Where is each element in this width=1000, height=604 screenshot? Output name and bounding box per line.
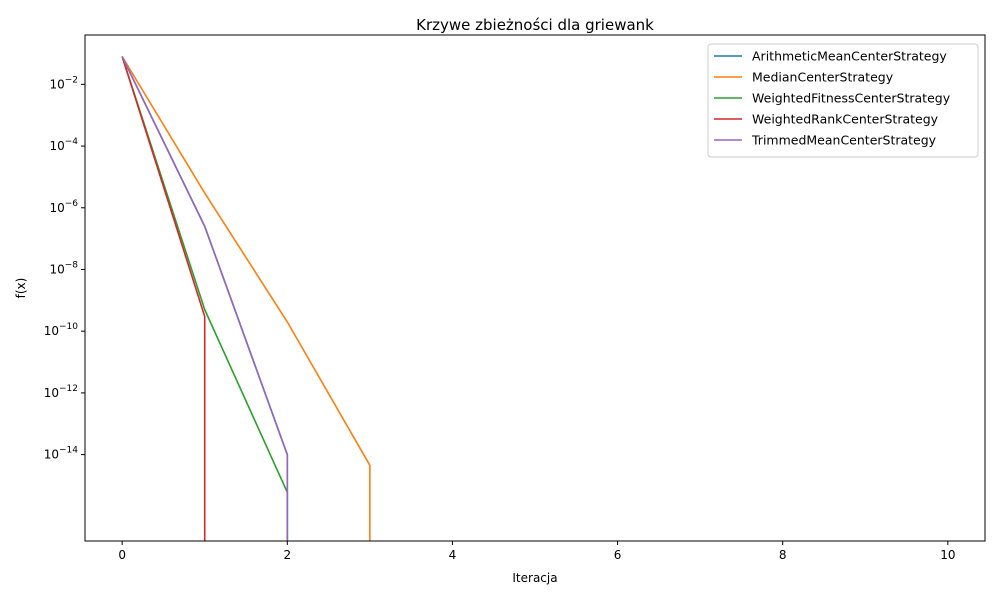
x-tick-label: 0 xyxy=(118,548,126,562)
x-axis: 0 2 4 6 8 10 xyxy=(118,541,955,562)
legend-entry: ArithmeticMeanCenterStrategy xyxy=(752,49,947,64)
series-layer xyxy=(121,56,371,541)
y-axis-label: f(x) xyxy=(14,278,28,299)
y-tick-label: 10−4 xyxy=(49,137,78,153)
legend-entry: MedianCenterStrategy xyxy=(752,70,894,85)
x-axis-label: Iteracja xyxy=(512,571,557,585)
x-tick-label: 2 xyxy=(283,548,291,562)
x-tick-label: 10 xyxy=(940,548,955,562)
y-tick-label: 10−12 xyxy=(44,384,78,400)
series-line-TrimmedMeanCenterStrategy xyxy=(121,56,289,541)
y-axis: 10−2 10−4 10−6 10−8 10−10 10−12 10−14 xyxy=(44,75,85,462)
chart-title: Krzywe zbieżności dla griewank xyxy=(416,16,654,34)
y-tick-label: 10−14 xyxy=(44,446,79,462)
legend-entry: WeightedFitnessCenterStrategy xyxy=(752,91,951,106)
legend-entry: TrimmedMeanCenterStrategy xyxy=(751,133,937,148)
x-tick-label: 8 xyxy=(779,548,787,562)
legend-entry: WeightedRankCenterStrategy xyxy=(752,112,939,127)
y-tick-label: 10−2 xyxy=(49,75,78,91)
plot-frame xyxy=(84,34,986,542)
y-tick-label: 10−6 xyxy=(49,199,78,215)
legend: ArithmeticMeanCenterStrategy MedianCenter… xyxy=(707,43,979,158)
x-tick-label: 6 xyxy=(614,548,622,562)
x-tick-label: 4 xyxy=(449,548,457,562)
legend-box xyxy=(707,43,979,158)
y-tick-label: 10−10 xyxy=(44,322,79,338)
series-line-WeightedRankCenterStrategy xyxy=(121,56,206,541)
series-line-MedianCenterStrategy xyxy=(121,56,371,541)
y-tick-label: 10−8 xyxy=(49,260,78,276)
